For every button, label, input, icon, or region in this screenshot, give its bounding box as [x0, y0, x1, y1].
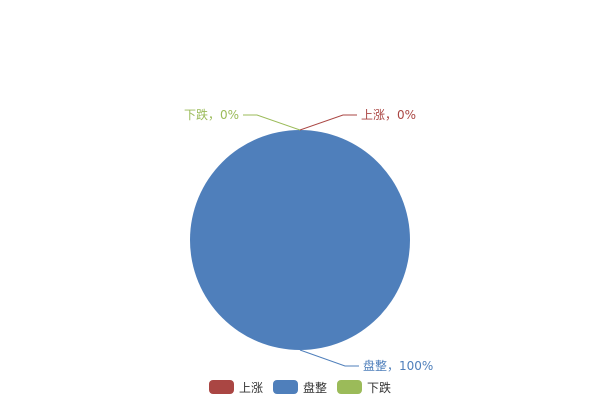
legend-swatch — [273, 380, 298, 394]
legend-label: 下跌 — [367, 380, 391, 395]
data-label-2: 下跌，0% — [184, 107, 239, 122]
label-line-0 — [299, 114, 357, 131]
legend-swatch — [209, 380, 234, 394]
legend-item-1[interactable]: 盘整 — [273, 380, 327, 395]
pie-slice-1[interactable] — [190, 130, 410, 350]
legend-item-2[interactable]: 下跌 — [337, 380, 391, 395]
label-line-1 — [299, 349, 359, 367]
label-line-2 — [243, 114, 301, 131]
legend-swatch — [337, 380, 362, 394]
legend-label: 上涨 — [239, 380, 263, 395]
legend-label: 盘整 — [303, 380, 327, 395]
data-label-1: 盘整，100% — [363, 358, 433, 373]
data-label-0: 上涨，0% — [361, 107, 416, 122]
legend-item-0[interactable]: 上涨 — [209, 380, 263, 395]
